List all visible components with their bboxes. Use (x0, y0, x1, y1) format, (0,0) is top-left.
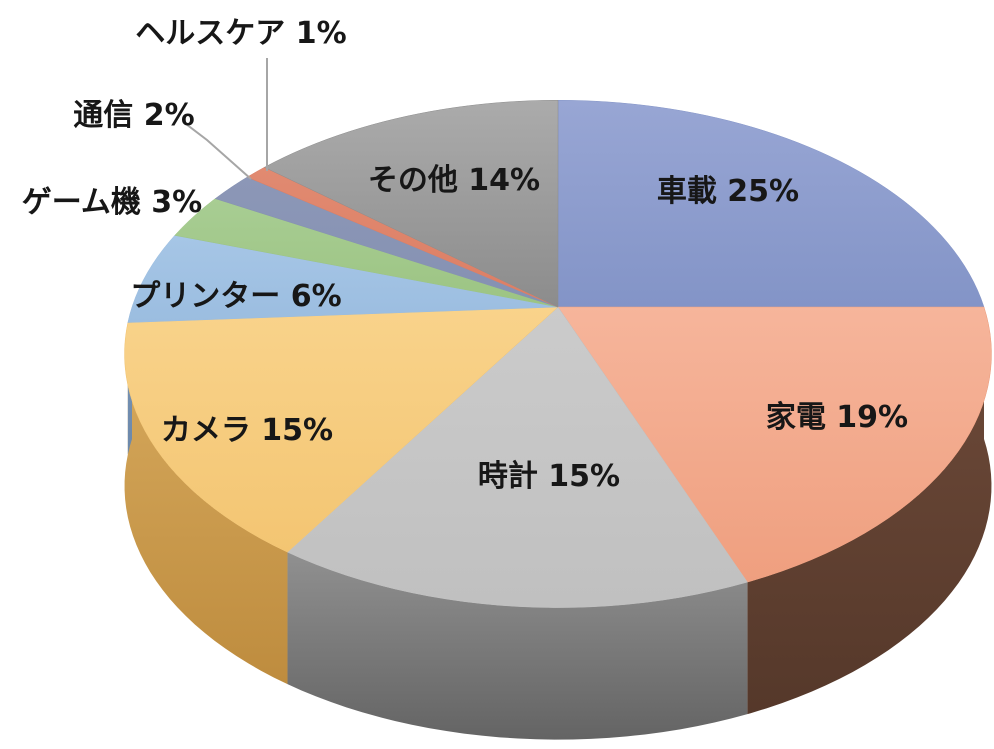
pie-slice-side-home-appliance (747, 307, 992, 715)
leader-line-communication (185, 123, 252, 180)
pie-slice-printer (127, 235, 559, 323)
pie-slice-side-watch (287, 552, 748, 740)
pie-slice-camera (124, 306, 559, 553)
pie-slice-game-console (174, 198, 559, 308)
pie-slice-automotive (557, 100, 985, 308)
pie-slice-home-appliance (557, 306, 992, 583)
pie-slice-watch (287, 306, 748, 608)
pie-slice-others (264, 100, 559, 308)
leader-lines (185, 58, 268, 180)
pie-slice-side-camera (124, 322, 288, 685)
pie-tops (124, 100, 992, 608)
